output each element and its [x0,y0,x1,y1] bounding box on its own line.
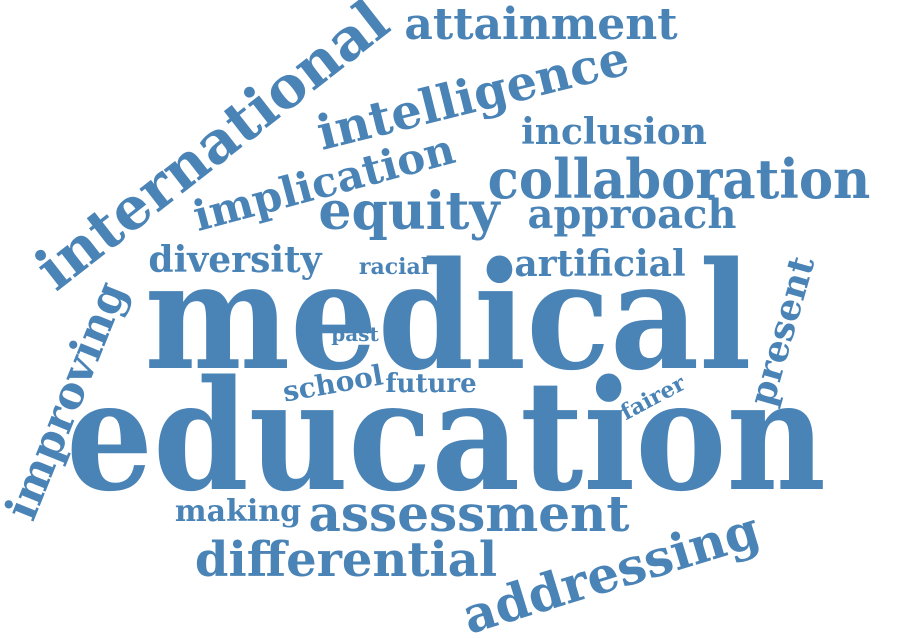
word-equity: equity [318,181,500,242]
word-collaboration: collaboration [487,147,871,211]
word-attainment: attainment [404,0,678,50]
word-inclusion: inclusion [521,111,707,153]
word-assessment: assessment [308,484,630,543]
word-medical: medical [144,229,752,403]
word-differential: differential [194,532,498,588]
word-approach: approach [527,191,737,238]
word-making: making [174,494,302,529]
word-racial: racial [358,254,430,280]
word-education: education [66,346,826,525]
word-future: future [385,369,477,399]
word-past: past [331,322,379,346]
word-diversity: diversity [148,239,322,281]
word-artificial: artificial [514,243,686,285]
